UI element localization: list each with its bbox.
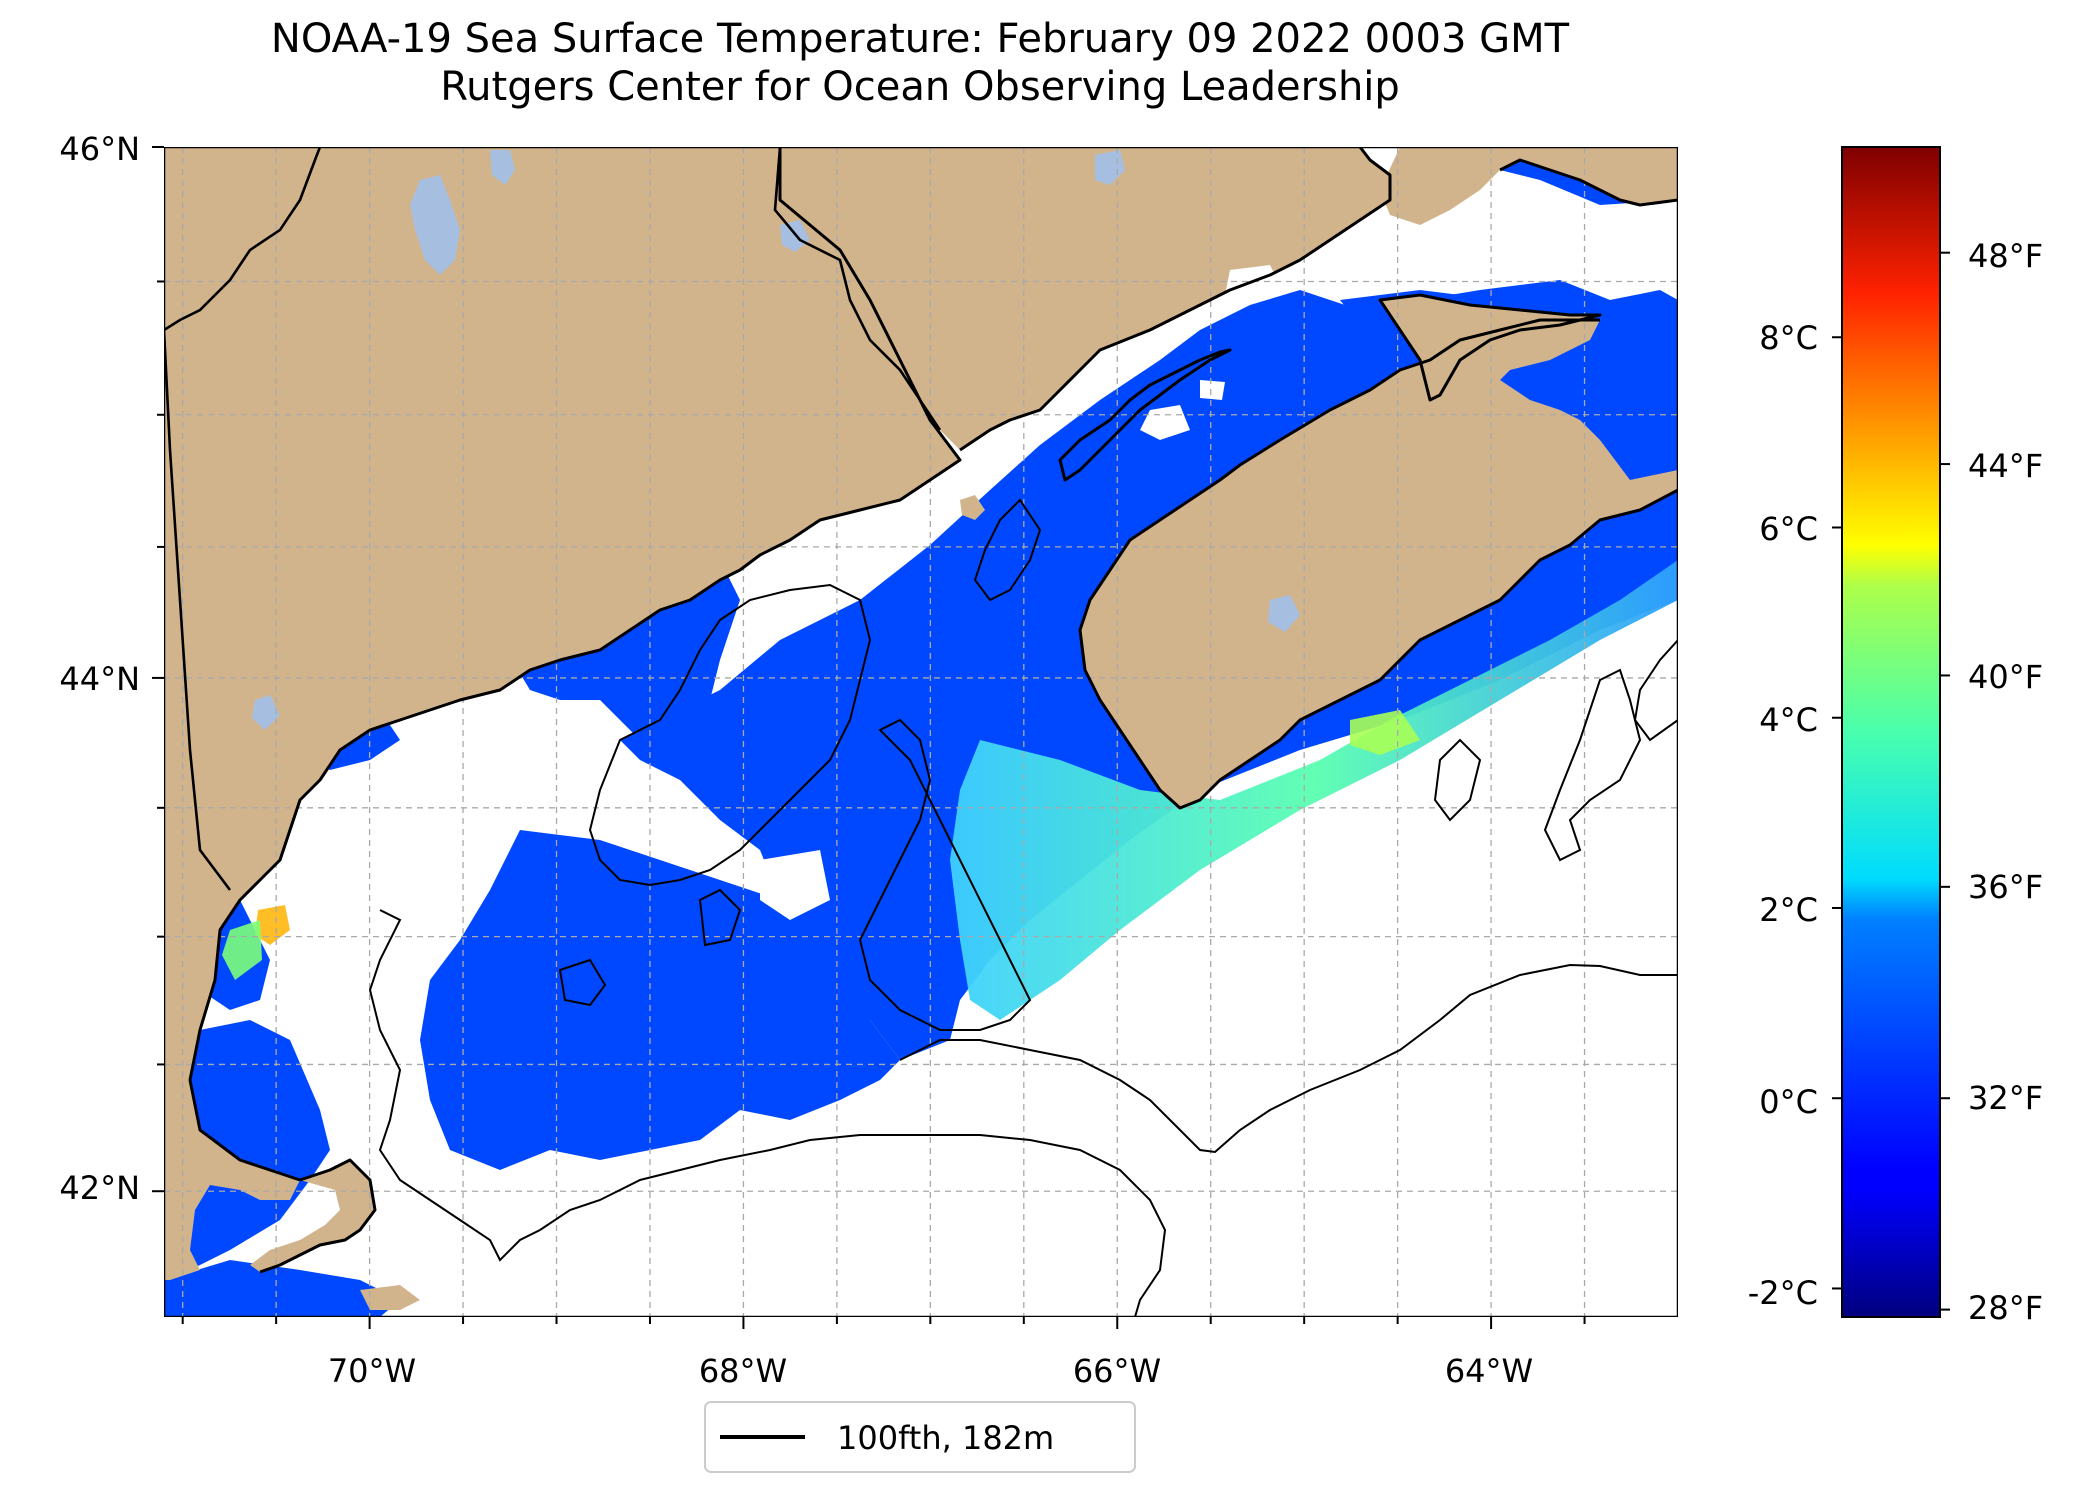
cbar-f-28: 28°F: [1968, 1289, 2043, 1327]
cbar-c-0: 0°C: [1759, 1083, 1818, 1121]
lon-label-68: 68°W: [699, 1352, 787, 1390]
lon-label-64: 64°W: [1445, 1352, 1533, 1390]
cbar-c-minus2: -2°C: [1748, 1274, 1818, 1312]
cbar-f-44: 44°F: [1968, 447, 2043, 485]
title-line-1: NOAA-19 Sea Surface Temperature: Februar…: [271, 16, 1570, 62]
cbar-c-6: 6°C: [1759, 510, 1818, 548]
colorbar-gradient: [1842, 147, 1940, 1317]
legend: 100fth, 182m: [705, 1402, 1135, 1472]
cbar-f-40: 40°F: [1968, 658, 2043, 696]
title-line-2: Rutgers Center for Ocean Observing Leade…: [440, 64, 1400, 110]
cbar-c-2: 2°C: [1759, 891, 1818, 929]
lat-label-46: 46°N: [59, 130, 140, 168]
cbar-f-36: 36°F: [1968, 868, 2043, 906]
colorbar: 8°C 6°C 4°C 2°C 0°C -2°C 48°F 44°F 40°F …: [1748, 147, 2043, 1327]
cbar-f-48: 48°F: [1968, 237, 2043, 275]
legend-label: 100fth, 182m: [837, 1419, 1054, 1457]
cbar-c-8: 8°C: [1759, 319, 1818, 357]
lat-label-42: 42°N: [59, 1169, 140, 1207]
lon-label-66: 66°W: [1073, 1352, 1161, 1390]
cbar-f-32: 32°F: [1968, 1079, 2043, 1117]
cbar-c-4: 4°C: [1759, 701, 1818, 739]
lat-label-44: 44°N: [59, 660, 140, 698]
map-panel: [164, 147, 1678, 1317]
lon-label-70: 70°W: [328, 1352, 416, 1390]
